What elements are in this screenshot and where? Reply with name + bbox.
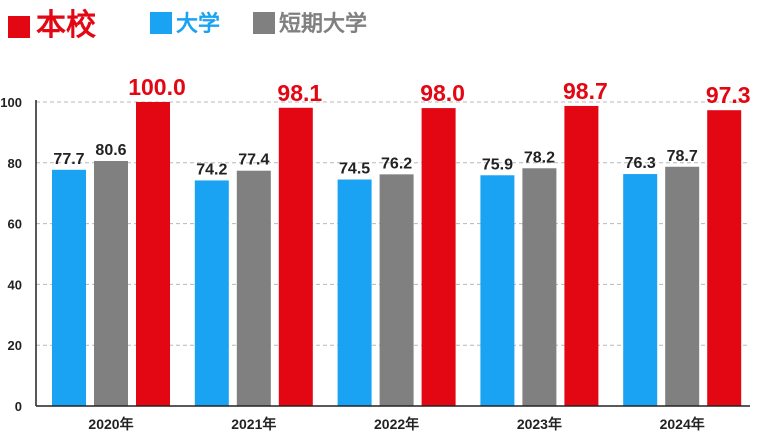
y-tick-label: 80 [8, 156, 22, 171]
bar-daigaku [52, 169, 86, 406]
bar-tanki-daigaku [94, 160, 128, 406]
data-label-tanki-daigaku: 78.2 [524, 149, 555, 166]
legend-item-honko: 本校 [8, 8, 96, 43]
data-label-tanki-daigaku: 80.6 [95, 142, 126, 159]
data-label-tanki-daigaku: 78.7 [667, 148, 698, 165]
legend-item-daigaku: 大学 [150, 11, 220, 37]
data-label-honko: 97.3 [706, 82, 751, 108]
legend-label-honko: 本校 [36, 8, 96, 43]
legend-swatch-tanki-daigaku [253, 12, 275, 34]
bar-daigaku [337, 179, 372, 406]
data-label-honko: 100.0 [128, 74, 186, 100]
x-tick-label: 2020年 [88, 416, 133, 432]
bar-tanki-daigaku [236, 170, 271, 406]
chart-bars [52, 102, 742, 407]
data-label-tanki-daigaku: 77.4 [238, 152, 269, 169]
legend-swatch-honko [8, 16, 30, 38]
data-label-tanki-daigaku: 76.2 [381, 155, 412, 172]
data-label-daigaku: 75.9 [482, 156, 513, 173]
y-tick-label: 40 [8, 277, 22, 292]
bar-honko [278, 107, 313, 406]
data-label-daigaku: 77.7 [53, 151, 84, 168]
y-tick-label: 20 [8, 338, 22, 353]
bar-tanki-daigaku [379, 174, 414, 406]
x-tick-label: 2021年 [231, 416, 276, 432]
bar-honko [564, 105, 599, 407]
x-tick-label: 2023年 [517, 416, 562, 432]
y-axis-ticks: 0 20 40 60 80 100 [0, 95, 22, 414]
y-tick-label: 60 [8, 217, 22, 232]
bar-daigaku [623, 174, 658, 406]
bar-tanki-daigaku [665, 166, 700, 406]
x-tick-label: 2022年 [374, 416, 419, 432]
bar-daigaku [480, 175, 515, 406]
chart-data-labels: 77.7 80.6 100.0 74.2 77.4 98.1 74.5 76.2 98.0 75.… [53, 74, 750, 178]
x-axis-ticks: 2020年 2021年 2022年 2023年 2024年 [88, 416, 704, 432]
bar-honko [707, 110, 742, 406]
y-tick-label: 100 [0, 95, 22, 110]
y-tick-label: 0 [15, 399, 22, 414]
data-label-daigaku: 74.5 [339, 161, 370, 178]
data-label-honko: 98.7 [563, 78, 608, 104]
legend-swatch-daigaku [150, 12, 172, 34]
data-label-daigaku: 76.3 [625, 155, 656, 172]
legend-item-tanki-daigaku: 短期大学 [253, 11, 367, 37]
legend-label-daigaku: 大学 [176, 11, 220, 37]
data-label-honko: 98.1 [277, 80, 322, 106]
x-tick-label: 2024年 [660, 416, 705, 432]
legend-label-tanki-daigaku: 短期大学 [279, 11, 367, 37]
chart-legend: 本校 大学 短期大学 [8, 8, 367, 43]
bar-honko [136, 102, 170, 406]
data-label-daigaku: 74.2 [196, 161, 227, 178]
bar-honko [421, 108, 456, 406]
bar-daigaku [194, 180, 229, 406]
bar-tanki-daigaku [522, 168, 557, 406]
data-label-honko: 98.0 [420, 80, 465, 106]
